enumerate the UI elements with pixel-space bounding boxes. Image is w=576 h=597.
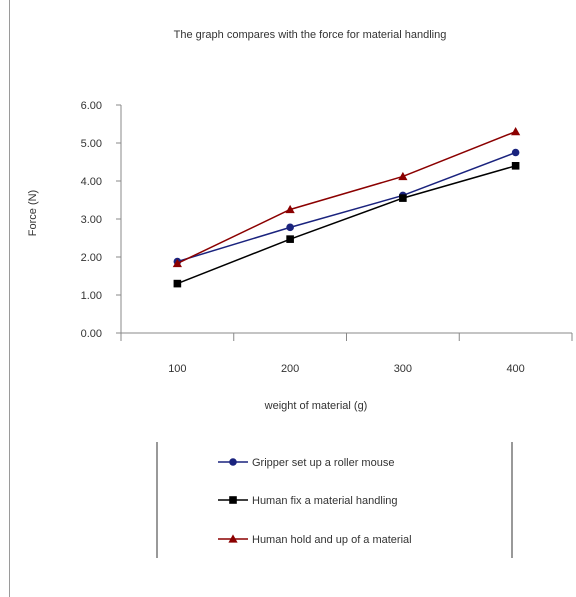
axes: 0.00 1.00 2.00 3.00 4.00 5.00 6.00 100 200 300 400 [81,100,573,375]
x-tick-label: 100 [168,363,186,375]
legend-marker-3 [228,534,238,543]
legend-label-2: Human fix a material handling [252,495,398,507]
y-tick-label: 0.00 [81,328,102,340]
data-point [399,194,407,202]
legend: Gripper set up a roller mouse Human fix a… [156,442,513,558]
y-tick-label: 3.00 [81,214,102,226]
data-point [511,162,520,170]
data-point [511,148,520,157]
x-tick-label: 200 [281,363,299,375]
series-line-2 [177,165,516,285]
x-tick-label: 300 [394,363,412,375]
y-tick-label: 1.00 [81,290,102,302]
y-axis-label: Force (N) [27,190,39,236]
y-tick-label: 2.00 [81,252,102,264]
chart-title: The graph compares with the force for ma… [174,29,447,41]
y-tick-label: 4.00 [81,176,102,188]
x-tick-label: 400 [506,363,524,375]
data-point [285,204,295,214]
data-point [398,171,408,181]
data-point [286,235,294,243]
legend-marker-2 [229,496,237,504]
legend-marker-1 [229,458,237,466]
legend-label-1: Gripper set up a roller mouse [252,457,394,469]
y-tick-label: 5.00 [81,138,102,150]
series-line-3 [177,130,516,265]
series-layer [172,127,521,288]
legend-label-3: Human hold and up of a material [252,534,412,546]
x-axis-label: weight of material (g) [264,400,368,412]
y-tick-label: 6.00 [81,100,102,112]
data-point [511,127,521,136]
data-point [286,223,294,232]
data-point [173,279,182,288]
data-point [172,258,182,268]
series-line-1 [177,151,516,263]
frame-border [9,0,10,597]
